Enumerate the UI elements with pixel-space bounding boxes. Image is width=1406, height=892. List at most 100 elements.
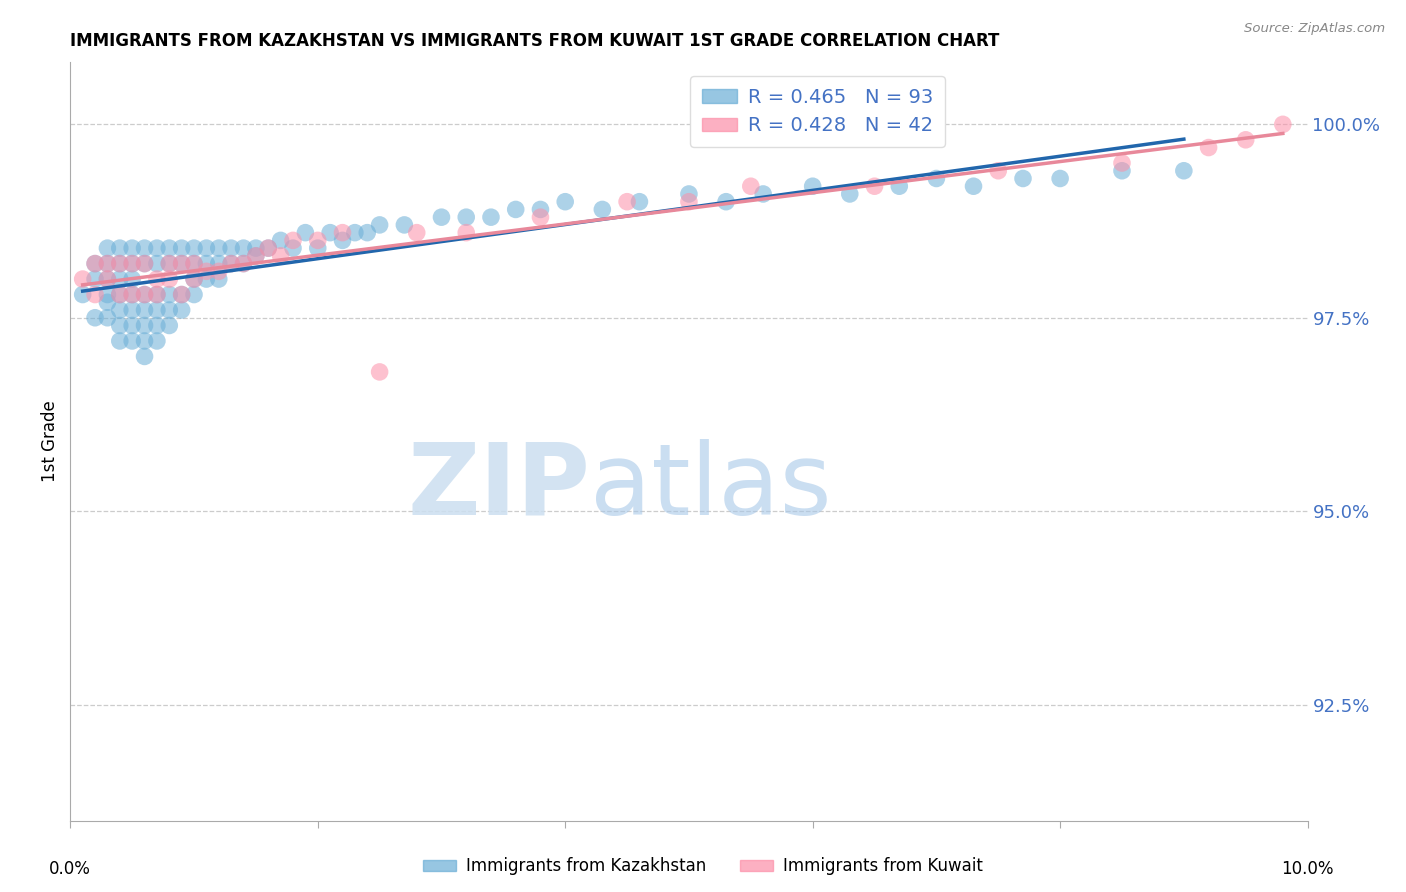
Point (108, 257, 131, 271)
Point (146, 257, 169, 271)
Point (134, 334, 156, 348)
Point (108, 287, 131, 301)
Point (208, 257, 231, 271)
Text: Source: ZipAtlas.com: Source: ZipAtlas.com (1244, 22, 1385, 36)
Point (121, 272, 143, 286)
Point (170, 287, 193, 301)
Point (183, 272, 205, 286)
Point (257, 241, 280, 255)
Point (356, 226, 378, 240)
Point (208, 264, 231, 278)
Point (456, 226, 478, 240)
Point (740, 179, 762, 194)
Text: IMMIGRANTS FROM KAZAKHSTAN VS IMMIGRANTS FROM KUWAIT 1ST GRADE CORRELATION CHART: IMMIGRANTS FROM KAZAKHSTAN VS IMMIGRANTS… (70, 32, 1000, 50)
Point (134, 318, 156, 333)
Point (157, 241, 180, 255)
Point (987, 163, 1010, 178)
Point (925, 171, 948, 186)
Text: atlas: atlas (591, 439, 831, 535)
Point (678, 186, 700, 201)
Point (108, 334, 131, 348)
Point (529, 210, 551, 224)
Point (430, 210, 453, 224)
Point (628, 194, 651, 209)
Point (96, 287, 118, 301)
Point (889, 179, 911, 194)
Point (157, 272, 180, 286)
Point (121, 303, 143, 318)
Point (529, 202, 551, 217)
Point (752, 186, 775, 201)
Point (134, 303, 156, 318)
Point (157, 257, 180, 271)
Point (108, 272, 131, 286)
Point (294, 226, 316, 240)
Point (195, 241, 218, 255)
Point (270, 249, 292, 263)
Point (157, 303, 180, 318)
Point (195, 272, 218, 286)
Point (72, 272, 94, 286)
Point (838, 186, 860, 201)
Point (183, 241, 205, 255)
Point (801, 179, 824, 194)
Text: 0.0%: 0.0% (49, 860, 91, 878)
Point (554, 194, 576, 209)
Point (368, 218, 391, 232)
Point (96, 272, 118, 286)
Point (84, 257, 107, 271)
Point (307, 241, 329, 255)
Point (108, 241, 131, 255)
Point (170, 303, 193, 318)
Point (121, 257, 143, 271)
Legend: R = 0.465   N = 93, R = 0.428   N = 42: R = 0.465 N = 93, R = 0.428 N = 42 (690, 76, 945, 147)
Point (96, 257, 118, 271)
Y-axis label: 1st Grade: 1st Grade (41, 401, 59, 483)
Text: 10.0%: 10.0% (1281, 860, 1334, 878)
Point (96, 241, 118, 255)
Point (1173, 163, 1195, 178)
Point (307, 233, 329, 247)
Point (1111, 156, 1133, 170)
Point (479, 210, 502, 224)
Point (134, 287, 156, 301)
Point (232, 257, 254, 271)
Point (245, 249, 267, 263)
Point (616, 194, 638, 209)
Point (96, 310, 118, 325)
Point (134, 241, 156, 255)
Point (146, 303, 169, 318)
Point (121, 257, 143, 271)
Point (84, 257, 107, 271)
Point (257, 241, 280, 255)
Point (270, 233, 292, 247)
Point (84, 272, 107, 286)
Point (157, 287, 180, 301)
Point (1271, 117, 1294, 131)
Point (245, 241, 267, 255)
Point (1012, 171, 1035, 186)
Point (1111, 163, 1133, 178)
Point (108, 257, 131, 271)
Point (368, 365, 391, 379)
Point (96, 272, 118, 286)
Point (183, 272, 205, 286)
Point (714, 194, 737, 209)
Point (281, 233, 304, 247)
Point (108, 303, 131, 318)
Point (121, 334, 143, 348)
Point (170, 257, 193, 271)
Point (183, 257, 205, 271)
Point (134, 350, 156, 364)
Point (1198, 140, 1220, 154)
Point (108, 318, 131, 333)
Point (96, 257, 118, 271)
Point (183, 257, 205, 271)
Point (505, 202, 527, 217)
Point (146, 287, 169, 301)
Point (170, 257, 193, 271)
Point (121, 241, 143, 255)
Text: ZIP: ZIP (408, 439, 591, 535)
Point (170, 241, 193, 255)
Point (195, 264, 218, 278)
